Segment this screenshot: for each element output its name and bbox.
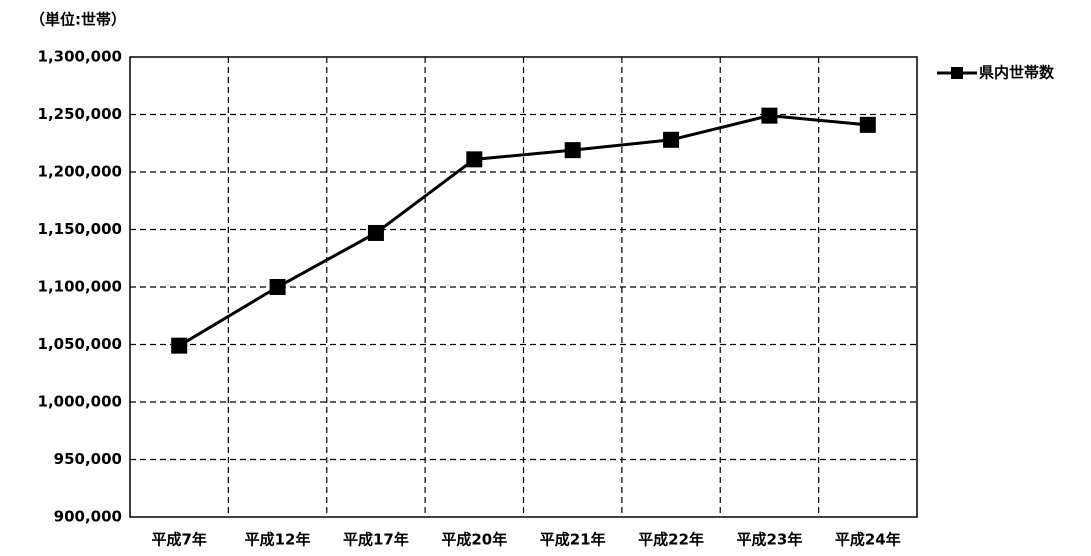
point-marker: [663, 131, 680, 148]
legend-marker: [951, 67, 963, 79]
plot-frame: [129, 56, 918, 518]
y-tick-label: 1,150,000: [38, 220, 122, 238]
y-tick-label: 1,050,000: [38, 335, 122, 353]
point-marker: [171, 337, 188, 354]
y-tick-label: 1,200,000: [38, 163, 122, 181]
x-tick-label: 平成17年: [343, 531, 409, 549]
x-tick-label: 平成20年: [441, 531, 507, 549]
x-tick-label: 平成7年: [151, 531, 206, 549]
y-tick-label: 1,300,000: [38, 48, 122, 66]
legend-label: 県内世帯数: [979, 64, 1055, 82]
x-tick-label: 平成12年: [245, 531, 311, 549]
y-tick-label: 1,000,000: [38, 393, 122, 411]
x-tick-label: 平成22年: [638, 531, 704, 549]
point-marker: [761, 107, 778, 124]
unit-label: （単位:世帯）: [30, 11, 126, 29]
y-tick-label: 950,000: [54, 450, 122, 468]
x-tick-label: 平成21年: [540, 531, 606, 549]
point-marker: [269, 279, 286, 295]
point-marker: [466, 151, 483, 168]
y-tick-label: 900,000: [54, 508, 122, 526]
series-line: [178, 114, 868, 347]
point-marker: [367, 224, 384, 241]
y-tick-label: 1,250,000: [38, 105, 122, 123]
point-marker: [564, 142, 581, 159]
point-marker: [859, 116, 876, 133]
x-tick-label: 平成23年: [737, 531, 803, 549]
y-tick-label: 1,100,000: [38, 278, 122, 296]
x-tick-label: 平成24年: [835, 531, 901, 549]
